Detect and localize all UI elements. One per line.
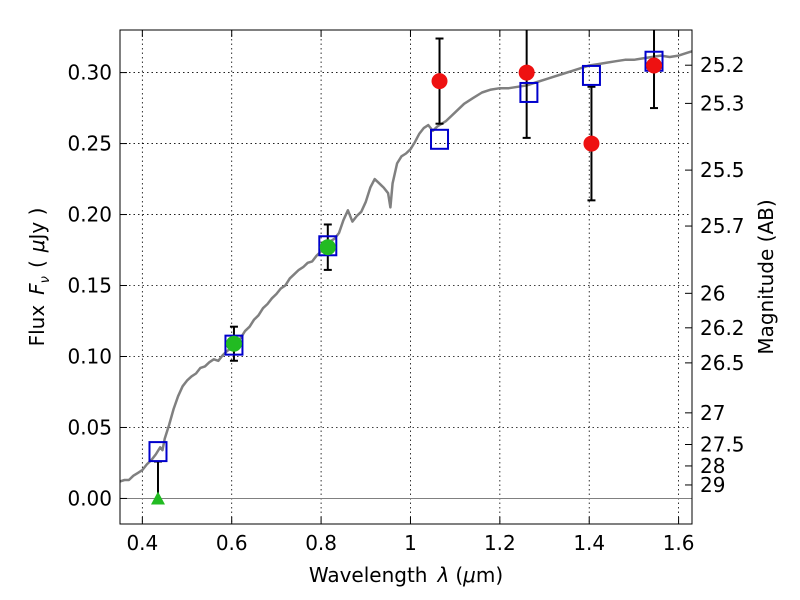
y-tick-label: 0.20 [67,203,112,227]
magnitude-tick-label: 27.5 [700,433,745,457]
magnitude-tick-label: 27 [700,401,725,425]
magnitude-tick-label: 26.5 [700,351,745,375]
magnitude-tick-label: 25.5 [700,158,745,182]
y-axis-unit-open: ( [25,260,49,268]
grid [120,30,692,524]
x-axis-unit-open: ( [455,563,463,587]
y-axis-symbol: F [25,283,49,295]
observed-optical-point [319,239,336,256]
x-axis-symbol: λ [436,563,449,587]
y-axis-unit-rest: Jy ) [25,208,49,242]
marker-layer [148,30,664,505]
magnitude-tick-label: 26.2 [700,316,745,340]
y-tick-label: 0.10 [67,344,112,368]
observed-infrared-point [431,73,448,90]
magnitude-tick-label: 29 [700,473,725,497]
observed-optical-point [225,335,242,352]
x-tick-label: 0.4 [126,531,158,555]
magnitude-tick-label: 28 [700,454,725,478]
x-axis-title: Wavelength λ (μm) [309,563,503,587]
spectrum-line [119,50,693,483]
x-axis-unit-rest: m) [476,563,503,587]
model-photometry-square [581,64,601,86]
y2-axis-title: Magnitude (AB) [754,199,778,354]
y-tick-label: 0.15 [67,274,112,298]
x-tick-label: 1 [404,531,417,555]
magnitude-tick-label: 26 [700,281,725,305]
y-axis-label: Flux [25,305,49,347]
x-tick-label: 1.6 [663,531,695,555]
x-axis-unit-mu: μ [462,563,476,587]
observed-infrared-point [583,135,600,152]
x-tick-label: 1.2 [484,531,516,555]
magnitude-tick-label: 25.2 [700,53,745,77]
model-photometry-square [148,441,168,463]
model-photometry-square [224,334,244,356]
y-tick-label: 0.05 [67,415,112,439]
magnitude-tick-label: 25.3 [700,91,745,115]
x-tick-label: 1.4 [573,531,605,555]
magnitude-tick-label: 25.7 [700,214,745,238]
tick-layer: 0.4 0.6 0.8 1 1.2 1.4 1.6 0.00 0.05 0.10 0.15 0.20 0… [67,30,745,555]
x-tick-label: 0.6 [216,531,248,555]
y-axis-unit-mu: μ [25,240,49,254]
plot-frame [119,29,693,525]
observed-infrared-point [518,64,535,81]
upper-limit-triangle [150,491,165,505]
y-tick-label: 0.00 [67,486,112,510]
observed-infrared-point [646,57,663,74]
x-tick-label: 0.8 [305,531,337,555]
x-axis-label: Wavelength [309,563,428,587]
y-axis-symbol-sub: ν [38,276,53,283]
spectrum-layer [119,50,693,483]
model-photometry-square [430,128,450,150]
model-photometry-square [318,235,338,257]
model-photometry-square [519,81,539,103]
y-tick-label: 0.30 [67,61,112,85]
y-axis-title: Flux Fν ( μJy ) [25,208,53,347]
y-tick-label: 0.25 [67,132,112,156]
